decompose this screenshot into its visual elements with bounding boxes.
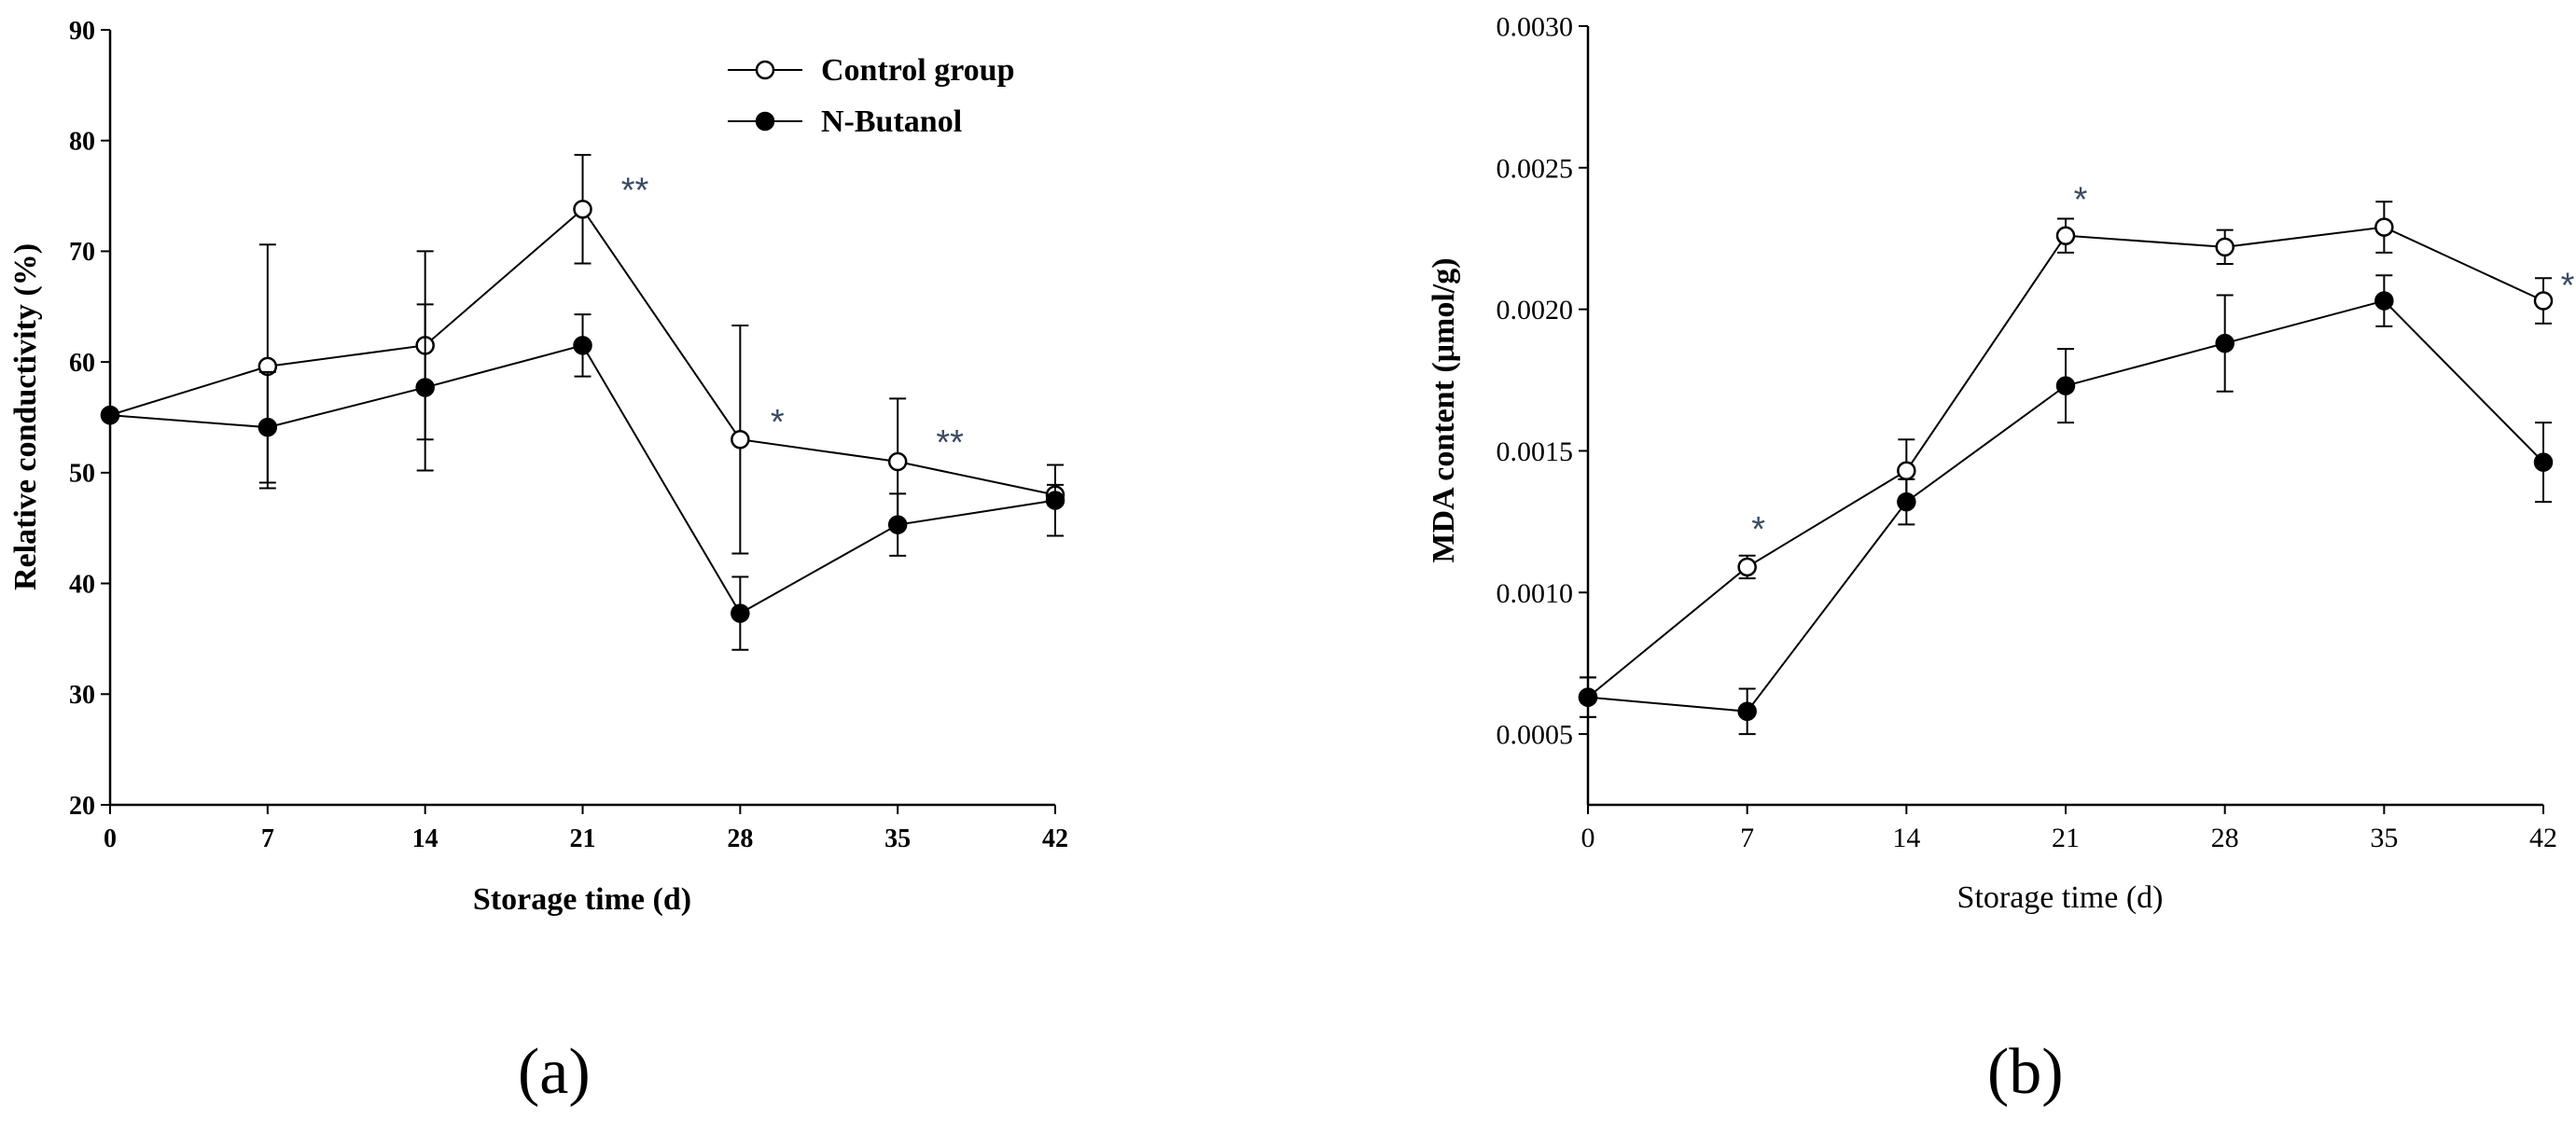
x-tick-label: 35 <box>2370 823 2398 853</box>
significance-annotation: * <box>1751 510 1765 549</box>
x-axis-label: Storage time (d) <box>473 882 691 917</box>
x-tick-label: 14 <box>412 824 439 853</box>
y-tick-label: 60 <box>69 349 95 378</box>
data-point-nbutanol <box>2533 452 2554 472</box>
data-point-nbutanol <box>1578 687 1598 707</box>
x-tick-label: 28 <box>2211 823 2239 853</box>
series-line-control <box>1587 226 2544 699</box>
x-tick-label: 14 <box>1892 823 1920 853</box>
x-tick-label: 7 <box>1740 823 1754 853</box>
data-point-nbutanol <box>1737 701 1757 722</box>
x-tick-label: 7 <box>261 824 274 853</box>
data-point-control <box>887 451 908 472</box>
significance-annotation: * <box>771 403 785 442</box>
data-point-nbutanol <box>887 515 908 534</box>
x-tick-label: 42 <box>1042 824 1068 853</box>
legend-label: Control group <box>821 53 1015 88</box>
series-line-nbutanol <box>109 344 1056 615</box>
significance-annotation: ** <box>936 423 964 463</box>
data-point-control <box>731 429 750 450</box>
x-axis-label: Storage time (d) <box>1957 880 2164 915</box>
x-tick-label: 42 <box>2529 823 2557 853</box>
chart-panel-b: 0.0005 0.0010 0.0015 0.0020 0.0025 0.0030 0 7 14… <box>1427 12 2575 916</box>
data-point-nbutanol <box>2055 376 2076 395</box>
legend: Control group N-Butanol <box>728 53 1015 139</box>
data-point-control <box>1737 557 1757 577</box>
data-point-nbutanol <box>415 378 435 397</box>
legend-marker <box>755 111 775 131</box>
y-tick-label: 20 <box>69 792 95 821</box>
y-tick-label: 0.0015 <box>1497 436 1574 467</box>
y-tick-label: 70 <box>69 238 95 267</box>
y-tick-label: 40 <box>69 570 95 599</box>
data-point-control <box>2533 291 2554 311</box>
y-tick-label: 0.0010 <box>1497 578 1574 609</box>
data-point-nbutanol <box>100 405 120 425</box>
data-point-nbutanol <box>2215 333 2235 353</box>
x-tick-label: 0 <box>104 824 117 853</box>
significance-annotation: ** <box>621 171 649 210</box>
data-point-control <box>1897 461 1916 480</box>
y-tick-label: 90 <box>69 17 95 46</box>
y-tick-label: 0.0030 <box>1497 12 1574 43</box>
legend-marker <box>755 60 775 80</box>
legend-label: N-Butanol <box>821 104 962 139</box>
data-point-nbutanol <box>258 417 278 437</box>
significance-annotation: * <box>2561 267 2575 306</box>
y-tick-label: 30 <box>69 681 95 710</box>
x-tick-label: 28 <box>727 824 753 853</box>
panel-label-a: (a) <box>518 1036 591 1108</box>
y-tick-label: 50 <box>69 460 95 489</box>
significance-annotation: * <box>2074 181 2088 220</box>
data-point-nbutanol <box>2374 291 2394 311</box>
y-axis-label: MDA content (μmol/g) <box>1427 257 1461 562</box>
data-point-control <box>2215 237 2235 257</box>
y-tick-label: 0.0020 <box>1497 295 1574 325</box>
chart-panel-a: 20 30 40 50 60 70 80 90 0 7 14 21 28 35 42 Storage time… <box>8 17 1068 917</box>
y-tick-label: 0.0025 <box>1497 153 1574 184</box>
x-tick-label: 21 <box>2052 823 2080 853</box>
panel-label-b: (b) <box>1987 1036 2064 1108</box>
data-point-nbutanol <box>1897 491 1916 512</box>
y-tick-label: 0.0005 <box>1497 720 1574 751</box>
data-point-nbutanol <box>573 336 592 355</box>
x-tick-label: 35 <box>884 824 911 853</box>
data-point-control <box>2055 226 2076 245</box>
x-tick-label: 21 <box>570 824 596 853</box>
data-point-nbutanol <box>731 603 750 623</box>
data-point-control <box>2374 217 2394 237</box>
x-tick-label: 0 <box>1581 823 1595 853</box>
data-point-control <box>573 200 592 219</box>
data-point-nbutanol <box>1045 491 1065 510</box>
y-tick-label: 80 <box>69 128 95 157</box>
y-axis-label: Relative conductivity (%) <box>8 243 43 590</box>
